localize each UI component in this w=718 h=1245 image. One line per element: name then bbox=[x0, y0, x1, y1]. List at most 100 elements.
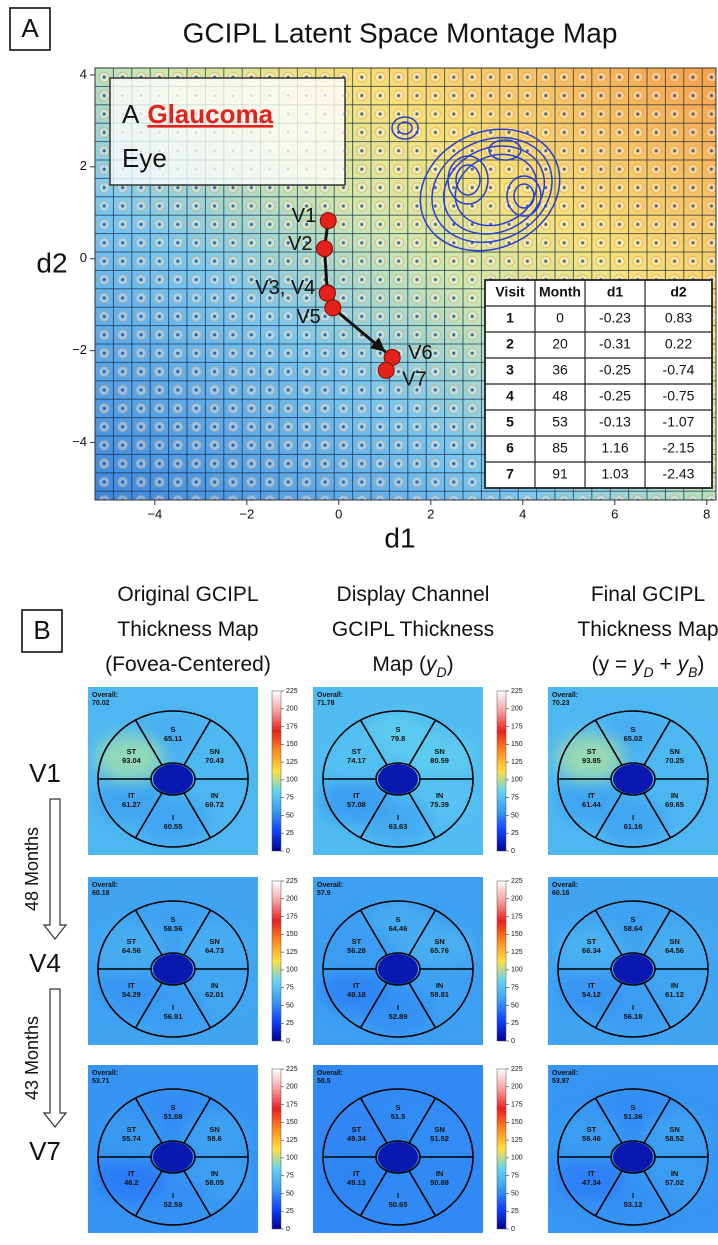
colorbar-tick-label: 75 bbox=[511, 795, 519, 802]
colorbar-tick-label: 100 bbox=[511, 777, 523, 784]
overall-value: 70.02 bbox=[92, 700, 110, 707]
sector-name: I bbox=[172, 1191, 174, 1200]
row-label: V4 bbox=[29, 948, 61, 978]
table-header: Month bbox=[539, 284, 581, 300]
sector-value: 69.65 bbox=[665, 800, 684, 809]
fovea bbox=[153, 954, 193, 984]
column-header: Final GCIPL bbox=[591, 583, 705, 606]
sector-name: IT bbox=[588, 791, 595, 800]
row-label: V1 bbox=[29, 758, 61, 788]
sector-value: 51.52 bbox=[430, 1134, 449, 1143]
colorbar-tick-label: 175 bbox=[286, 1101, 298, 1108]
sector-name: I bbox=[172, 1003, 174, 1012]
colorbar-tick-label: 25 bbox=[286, 830, 294, 837]
sector-name: IT bbox=[128, 1169, 135, 1178]
sector-value: 56.18 bbox=[624, 1012, 643, 1021]
sector-value: 51.5 bbox=[391, 1112, 406, 1121]
header-part: Final GCIPL bbox=[591, 583, 705, 606]
sector-name: ST bbox=[587, 937, 597, 946]
sector-name: IN bbox=[436, 981, 444, 990]
row-label: V7 bbox=[29, 1136, 61, 1166]
colorbar-tick-label: 125 bbox=[511, 949, 523, 956]
sector-value: 64.56 bbox=[665, 946, 684, 955]
colorbar-tick-label: 200 bbox=[511, 706, 523, 713]
sector-name: S bbox=[630, 725, 635, 734]
table-header: Visit bbox=[495, 284, 525, 300]
overall-value: 53.97 bbox=[552, 1078, 570, 1085]
colorbar-tick-label: 75 bbox=[286, 795, 294, 802]
panel-label: A bbox=[21, 13, 39, 43]
sector-name: I bbox=[397, 1003, 399, 1012]
sector-value: 58.6 bbox=[207, 1134, 222, 1143]
fovea bbox=[378, 954, 418, 984]
colorbar-tick-label: 150 bbox=[286, 741, 298, 748]
fovea bbox=[153, 764, 193, 794]
colorbar-tick-label: 200 bbox=[286, 896, 298, 903]
sector-name: IN bbox=[671, 981, 679, 990]
table-cell: -0.31 bbox=[599, 336, 631, 352]
colorbar-tick-label: 200 bbox=[286, 706, 298, 713]
colorbar-tick-label: 125 bbox=[286, 1137, 298, 1144]
sector-name: S bbox=[395, 725, 400, 734]
colorbar-tick-label: 175 bbox=[511, 723, 523, 730]
y-tick-label: −4 bbox=[72, 434, 87, 449]
colorbar-tick-label: 125 bbox=[286, 949, 298, 956]
overall-label: Overall: bbox=[552, 882, 578, 889]
sector-name: IN bbox=[211, 1169, 219, 1178]
colorbar-tick-label: 0 bbox=[511, 1226, 515, 1233]
sector-name: IT bbox=[353, 981, 360, 990]
point-label: V5 bbox=[296, 306, 320, 328]
colorbar-tick-label: 0 bbox=[511, 1038, 515, 1045]
overall-label: Overall: bbox=[317, 882, 343, 889]
sector-value: 57.08 bbox=[347, 800, 366, 809]
overall-value: 50.5 bbox=[317, 1078, 331, 1085]
sector-value: 46.2 bbox=[124, 1178, 139, 1187]
sector-name: S bbox=[170, 725, 175, 734]
sector-name: IT bbox=[588, 1169, 595, 1178]
sector-name: S bbox=[630, 1103, 635, 1112]
sector-value: 61.44 bbox=[582, 800, 602, 809]
y-axis-label: d2 bbox=[36, 247, 67, 278]
header-part: D bbox=[644, 664, 654, 680]
colorbar-tick-label: 225 bbox=[286, 878, 298, 885]
sector-name: I bbox=[632, 1003, 634, 1012]
sector-name: IT bbox=[353, 1169, 360, 1178]
table-cell: 0 bbox=[556, 310, 564, 326]
page: {"panel_labels": ["A", "B"], "chart_data… bbox=[0, 0, 718, 1245]
sector-name: IT bbox=[353, 791, 360, 800]
sector-name: SN bbox=[669, 747, 679, 756]
overall-value: 57.9 bbox=[317, 890, 331, 897]
colorbar-tick-label: 75 bbox=[286, 985, 294, 992]
colorbar-tick-label: 150 bbox=[511, 931, 523, 938]
y-tick-label: −2 bbox=[72, 342, 87, 357]
overall-value: 70.23 bbox=[552, 700, 570, 707]
colorbar-tick-label: 175 bbox=[286, 913, 298, 920]
sector-value: 80.59 bbox=[430, 756, 449, 765]
sector-name: SN bbox=[669, 937, 679, 946]
header-part: Original GCIPL bbox=[117, 583, 258, 606]
sector-name: S bbox=[395, 915, 400, 924]
point-label: V3, V4 bbox=[255, 277, 315, 299]
sector-value: 70.43 bbox=[205, 756, 224, 765]
table-cell: 0.22 bbox=[665, 336, 692, 352]
header-part: B bbox=[688, 664, 697, 680]
interval-arrow bbox=[44, 989, 66, 1127]
header-part: (y = bbox=[592, 653, 633, 676]
sector-value: 64.46 bbox=[389, 924, 408, 933]
column-header: Original GCIPL bbox=[117, 583, 258, 606]
table-cell: 2 bbox=[506, 336, 514, 352]
x-tick-label: 0 bbox=[335, 506, 342, 521]
sector-value: 61.12 bbox=[665, 990, 684, 999]
x-tick-label: −4 bbox=[147, 506, 162, 521]
sector-value: 58.81 bbox=[430, 990, 449, 999]
sector-value: 61.16 bbox=[624, 822, 643, 831]
colorbar-tick-label: 0 bbox=[286, 848, 290, 855]
table-cell: 91 bbox=[552, 466, 568, 482]
table-header: d1 bbox=[607, 284, 624, 300]
x-tick-label: 2 bbox=[427, 506, 434, 521]
sector-name: ST bbox=[127, 1125, 137, 1134]
point-label: V6 bbox=[408, 342, 432, 364]
overall-label: Overall: bbox=[552, 1070, 578, 1077]
point-label: V2 bbox=[288, 233, 312, 255]
overall-label: Overall: bbox=[92, 882, 118, 889]
